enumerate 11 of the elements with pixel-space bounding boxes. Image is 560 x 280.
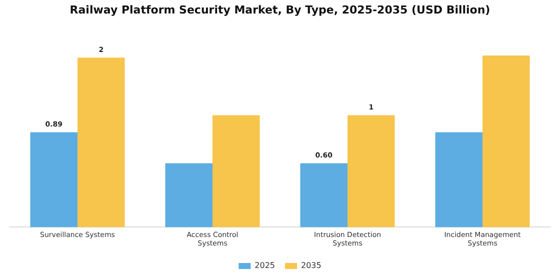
legend-label: 2025 [254, 261, 275, 270]
bar [212, 115, 260, 228]
chart-title: Railway Platform Security Market, By Type, 2025-2035 (USD Billion) [70, 3, 490, 16]
bar [30, 132, 78, 228]
bar [300, 163, 348, 228]
legend-label: 2035 [301, 261, 322, 270]
bar [435, 132, 482, 228]
bar [348, 115, 395, 228]
bar [482, 55, 530, 228]
bar [165, 163, 212, 228]
bar [78, 58, 125, 228]
